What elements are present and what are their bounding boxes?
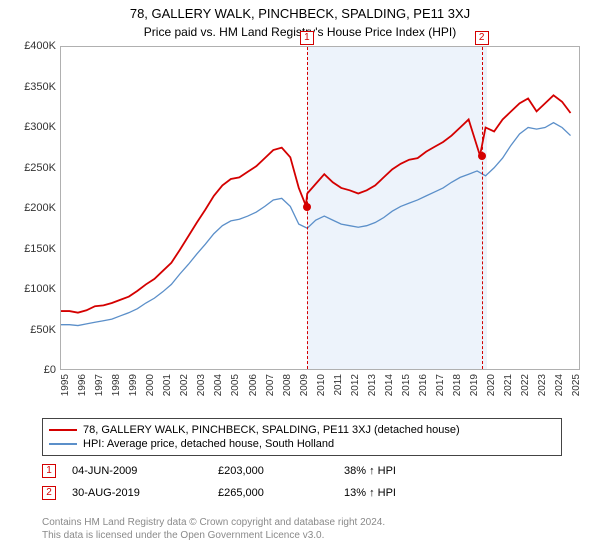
x-tick-label: 2025 xyxy=(571,374,582,396)
x-tick-label: 2011 xyxy=(333,374,344,396)
y-tick-label: £300K xyxy=(10,121,56,133)
y-tick-label: £400K xyxy=(10,40,56,52)
chart-wrap: £0£50K£100K£150K£200K£250K£300K£350K£400… xyxy=(10,44,590,412)
x-tick-label: 2000 xyxy=(145,374,156,396)
x-tick-label: 2018 xyxy=(452,374,463,396)
event-date: 04-JUN-2009 xyxy=(72,465,202,477)
x-tick-label: 2004 xyxy=(213,374,224,396)
x-tick-label: 2009 xyxy=(299,374,310,396)
event-dot xyxy=(303,203,311,211)
chart-title: 78, GALLERY WALK, PINCHBECK, SPALDING, P… xyxy=(0,0,600,21)
x-tick-label: 2019 xyxy=(469,374,480,396)
event-row: 2 30-AUG-2019 £265,000 13% ↑ HPI xyxy=(42,482,562,504)
attribution-line-2: This data is licensed under the Open Gov… xyxy=(42,529,562,542)
legend-label: 78, GALLERY WALK, PINCHBECK, SPALDING, P… xyxy=(83,424,460,436)
legend-swatch xyxy=(49,429,77,431)
event-line xyxy=(482,47,483,369)
series-line xyxy=(61,95,571,312)
x-tick-label: 2006 xyxy=(248,374,259,396)
event-price: £265,000 xyxy=(218,487,328,499)
x-tick-label: 2012 xyxy=(350,374,361,396)
x-tick-label: 2001 xyxy=(162,374,173,396)
x-tick-label: 2005 xyxy=(230,374,241,396)
x-tick-label: 2021 xyxy=(503,374,514,396)
x-axis-labels: 1995 1996 1997 1998 1999 2000 2001 2002 2003 2004… xyxy=(60,372,580,412)
x-tick-label: 2002 xyxy=(179,374,190,396)
event-marker: 2 xyxy=(42,486,56,500)
x-tick-label: 1998 xyxy=(111,374,122,396)
series-line xyxy=(61,123,571,326)
legend: 78, GALLERY WALK, PINCHBECK, SPALDING, P… xyxy=(42,418,562,456)
event-date: 30-AUG-2019 xyxy=(72,487,202,499)
x-tick-label: 1997 xyxy=(94,374,105,396)
plot-area: 12 xyxy=(60,46,580,370)
legend-row: 78, GALLERY WALK, PINCHBECK, SPALDING, P… xyxy=(49,423,555,437)
event-row: 1 04-JUN-2009 £203,000 38% ↑ HPI xyxy=(42,460,562,482)
event-marker: 2 xyxy=(475,31,489,45)
x-tick-label: 2015 xyxy=(401,374,412,396)
x-tick-label: 1995 xyxy=(60,374,71,396)
line-series-svg xyxy=(61,47,579,369)
event-price: £203,000 xyxy=(218,465,328,477)
legend-swatch xyxy=(49,443,77,445)
x-tick-label: 1999 xyxy=(128,374,139,396)
y-tick-label: £0 xyxy=(10,364,56,376)
events-table: 1 04-JUN-2009 £203,000 38% ↑ HPI 2 30-AUG-201… xyxy=(42,460,562,504)
x-tick-label: 2007 xyxy=(265,374,276,396)
event-pct: 13% ↑ HPI xyxy=(344,487,454,499)
x-tick-label: 2022 xyxy=(520,374,531,396)
y-tick-label: £350K xyxy=(10,81,56,93)
y-tick-label: £200K xyxy=(10,202,56,214)
legend-label: HPI: Average price, detached house, Sout… xyxy=(83,438,334,450)
y-tick-label: £150K xyxy=(10,243,56,255)
x-tick-label: 2010 xyxy=(316,374,327,396)
x-tick-label: 2014 xyxy=(384,374,395,396)
attribution-line-1: Contains HM Land Registry data © Crown c… xyxy=(42,516,562,529)
x-tick-label: 2008 xyxy=(282,374,293,396)
event-dot xyxy=(478,152,486,160)
legend-row: HPI: Average price, detached house, Sout… xyxy=(49,437,555,451)
x-tick-label: 2003 xyxy=(196,374,207,396)
x-tick-label: 2016 xyxy=(418,374,429,396)
attribution: Contains HM Land Registry data © Crown c… xyxy=(42,516,562,542)
x-tick-label: 2023 xyxy=(537,374,548,396)
x-tick-label: 2013 xyxy=(367,374,378,396)
y-tick-label: £100K xyxy=(10,283,56,295)
y-tick-label: £50K xyxy=(10,324,56,336)
x-tick-label: 2020 xyxy=(486,374,497,396)
chart-container: 78, GALLERY WALK, PINCHBECK, SPALDING, P… xyxy=(0,0,600,560)
event-pct: 38% ↑ HPI xyxy=(344,465,454,477)
x-tick-label: 2017 xyxy=(435,374,446,396)
event-marker: 1 xyxy=(42,464,56,478)
x-tick-label: 1996 xyxy=(77,374,88,396)
event-marker: 1 xyxy=(300,31,314,45)
y-tick-label: £250K xyxy=(10,162,56,174)
x-tick-label: 2024 xyxy=(554,374,565,396)
